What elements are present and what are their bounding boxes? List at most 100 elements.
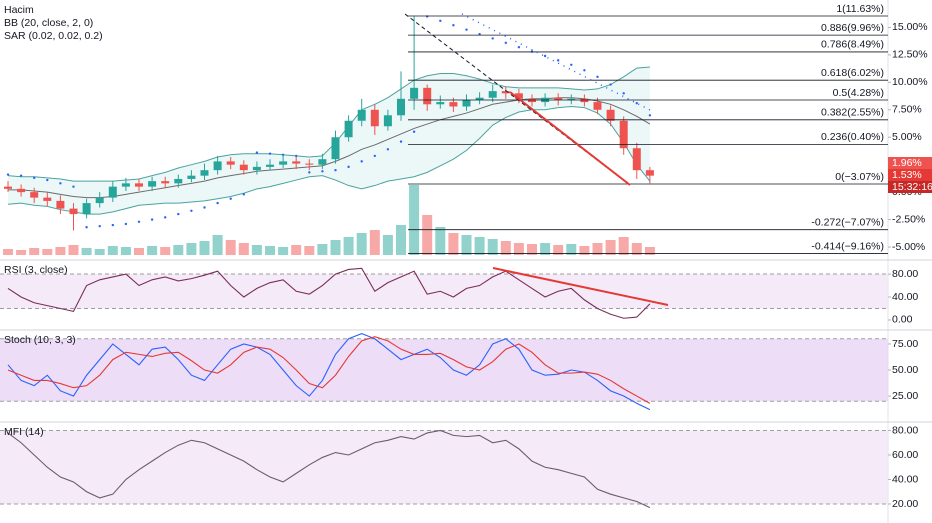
candle-body <box>501 91 510 94</box>
plot: 15.00%12.50%10.00%7.50%5.00%0.00%-2.50%-… <box>0 3 932 510</box>
candle-body <box>187 175 196 179</box>
candle-body <box>410 87 419 99</box>
candle-body <box>593 102 602 110</box>
candle-body <box>305 163 314 165</box>
volume-bar <box>644 247 655 255</box>
volume-bar <box>81 248 92 255</box>
trend-line <box>404 13 631 186</box>
price-badge-label: 15:32:16 <box>892 181 932 193</box>
sar-dot <box>242 193 245 196</box>
volume-bar <box>68 245 79 255</box>
candle-body <box>200 170 209 176</box>
candle-body <box>252 166 261 171</box>
band-fill <box>0 430 888 504</box>
sar-dot <box>360 160 363 163</box>
sar-dot <box>164 216 167 219</box>
candle-body <box>121 183 130 187</box>
volume-bar <box>343 237 354 255</box>
indicator-line <box>7 267 651 319</box>
candle-body <box>619 120 628 149</box>
candle-body <box>383 115 392 127</box>
price-badge-label: 1.53% <box>892 169 922 181</box>
volume-bar <box>631 243 642 255</box>
trend-line <box>509 91 631 186</box>
sar-dot <box>412 130 416 133</box>
sar-dot <box>137 220 141 223</box>
sar-dot <box>491 37 494 40</box>
indicator-label: SAR (0.02, 0.02, 0.2) <box>4 30 103 42</box>
candle-body <box>567 98 576 100</box>
volume-bar <box>94 249 105 255</box>
volume-bar <box>540 243 551 255</box>
sar-dot <box>308 171 311 174</box>
price-badge <box>888 157 932 169</box>
indicator-label: BB (20, close, 2, 0) <box>4 17 93 29</box>
volume-bar <box>199 241 210 255</box>
candle-body <box>292 161 301 164</box>
sar-dot <box>124 222 128 226</box>
candle-body <box>108 186 117 198</box>
volume-bar <box>409 185 420 255</box>
volume-bar <box>29 248 40 255</box>
fib-label: 0.786(8.49%) <box>821 39 884 51</box>
y-tick-label: 10.00% <box>892 76 928 88</box>
sar-dot <box>648 114 652 117</box>
candle-body <box>266 164 274 167</box>
y-tick-label: 50.00 <box>892 364 918 376</box>
volume-bar <box>618 237 629 255</box>
candle-body <box>528 98 536 103</box>
candle-body <box>514 93 523 99</box>
sar-dot <box>59 182 62 185</box>
y-tick-label: 40.00 <box>892 291 918 303</box>
candle-body <box>30 192 39 198</box>
sar-dot <box>609 83 612 86</box>
volume-bar <box>566 244 577 255</box>
trend-line <box>492 267 669 306</box>
volume-bar <box>55 247 66 255</box>
fib-label: 0.236(0.40%) <box>821 131 884 143</box>
sar-dot <box>504 41 507 45</box>
sar-dot <box>255 151 259 154</box>
indicator-line <box>7 429 651 509</box>
candle-body <box>95 197 104 204</box>
volume-bar <box>579 246 590 255</box>
candle-body <box>318 159 327 165</box>
sar-dot <box>570 63 573 66</box>
sar-dot <box>373 154 376 158</box>
indicator-label: Hacim <box>4 4 34 16</box>
volume-bar <box>553 245 564 255</box>
volume-bar <box>605 240 616 255</box>
sar-dot <box>33 176 36 180</box>
candle-body <box>82 203 91 215</box>
indicator-line <box>7 332 651 411</box>
candle-body <box>239 164 248 171</box>
candle-body <box>56 200 65 209</box>
y-tick-label: 75.00 <box>892 338 918 350</box>
sar-dot <box>347 165 350 169</box>
volume-bar <box>513 243 524 255</box>
y-tick-label: 40.00 <box>892 473 918 485</box>
volume-bar <box>422 215 433 255</box>
volume-bar <box>160 247 171 255</box>
sar-dot <box>111 223 115 227</box>
volume-bar <box>278 247 289 255</box>
candle-body <box>161 181 170 184</box>
candle-body <box>632 148 641 171</box>
volume-bar <box>291 245 302 255</box>
candle-body <box>135 183 143 187</box>
y-tick-label: 80.00 <box>892 424 918 436</box>
sar-dot <box>150 218 154 221</box>
bb-upper <box>7 66 650 182</box>
volume-bar <box>396 225 406 255</box>
fib-label: -0.414(−9.16%) <box>811 240 884 252</box>
volume-bar <box>42 249 53 255</box>
candle-body <box>357 109 366 121</box>
sar-dot <box>517 46 521 49</box>
sar-dot <box>321 170 324 173</box>
sar-dot <box>19 174 23 177</box>
fib-label: 1(11.63%) <box>836 3 884 15</box>
volume-bar <box>265 246 275 255</box>
candle-body <box>580 98 589 103</box>
sar-dot <box>281 153 285 156</box>
fib-label: 0.382(2.55%) <box>821 107 884 119</box>
